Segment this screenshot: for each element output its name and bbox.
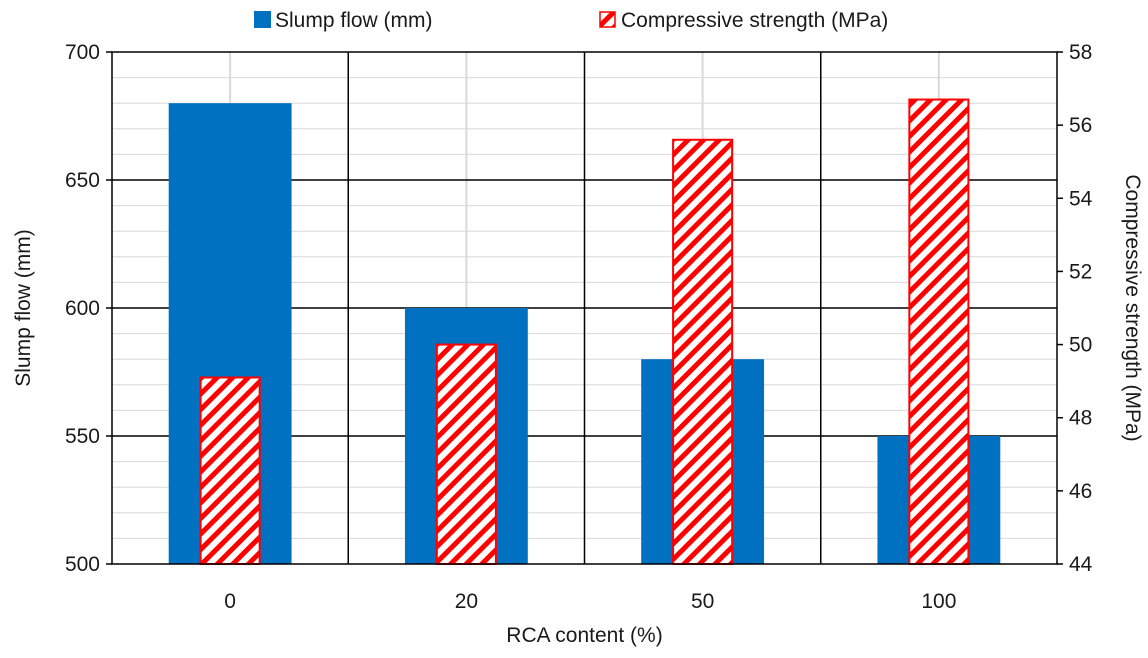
right-tick-label: 46 <box>1069 480 1092 503</box>
x-tick-label: 0 <box>224 590 236 613</box>
legend-swatch-slump-flow <box>254 11 271 28</box>
left-axis-title: Slump flow (mm) <box>12 229 35 387</box>
bar-compressive-strength-0 <box>199 376 261 565</box>
x-tick-label: 20 <box>455 590 478 613</box>
legend-swatch-compressive-strength <box>599 11 616 28</box>
bar-compressive-strength-50 <box>672 138 734 565</box>
right-tick-label: 52 <box>1069 260 1092 283</box>
right-tick-label: 58 <box>1069 41 1092 64</box>
x-tick-label: 100 <box>921 590 956 613</box>
left-tick-label: 550 <box>65 425 100 448</box>
right-axis-ticks: 44 46 48 50 52 54 56 58 <box>1057 41 1093 576</box>
left-axis-ticks: 500 550 600 650 700 <box>65 41 112 576</box>
bar-compressive-strength-20 <box>435 343 497 566</box>
x-axis-ticks: 0 20 50 100 <box>224 590 956 613</box>
x-tick-label: 50 <box>691 590 714 613</box>
left-tick-label: 600 <box>65 297 100 320</box>
left-tick-label: 650 <box>65 169 100 192</box>
right-tick-label: 56 <box>1069 114 1092 137</box>
bars <box>168 98 1001 566</box>
legend-label-slump-flow: Slump flow (mm) <box>275 9 433 32</box>
left-tick-label: 500 <box>65 553 100 576</box>
left-tick-label: 700 <box>65 41 100 64</box>
right-tick-label: 48 <box>1069 407 1092 430</box>
legend-label-compressive-strength: Compressive strength (MPa) <box>621 9 888 32</box>
x-axis-title: RCA content (%) <box>506 624 662 647</box>
bar-compressive-strength-100 <box>908 98 970 566</box>
right-tick-label: 54 <box>1069 187 1093 210</box>
right-tick-label: 44 <box>1069 553 1093 576</box>
right-tick-label: 50 <box>1069 334 1092 357</box>
legend: Slump flow (mm) Compressive strength (MP… <box>254 9 888 32</box>
right-axis-title: Compressive strength (MPa) <box>1121 174 1144 441</box>
